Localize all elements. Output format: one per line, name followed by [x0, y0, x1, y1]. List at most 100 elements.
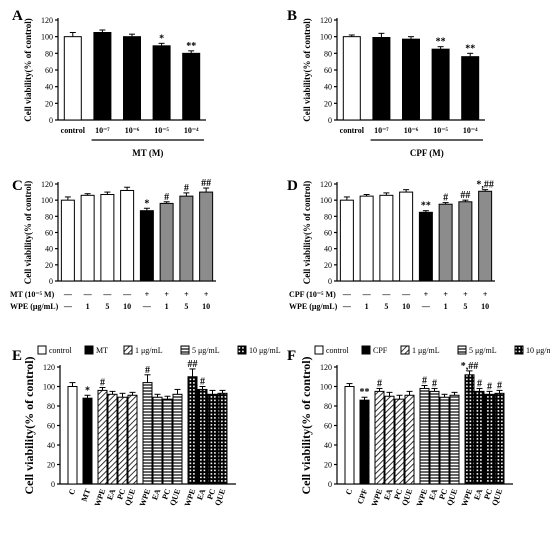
- bar: [344, 386, 355, 485]
- bar: [93, 32, 112, 121]
- y-tick-label: 100: [41, 33, 53, 42]
- significance-mark: #: [100, 377, 105, 388]
- condition-cell: —: [122, 290, 132, 299]
- y-tick-label: 40: [47, 441, 55, 450]
- y-tick-label: 20: [45, 99, 53, 108]
- legend-label: 5 μg/mL: [192, 346, 220, 355]
- x-tick-label: C: [344, 487, 355, 496]
- panel-label: F: [287, 348, 296, 364]
- panel-e: E 0 20 40 60 80 100 120 Cell viability(% of cont…: [12, 345, 281, 508]
- condition-cell: 5: [384, 302, 388, 311]
- legend-swatch: [314, 345, 324, 355]
- bar: [438, 203, 453, 282]
- legend-label: CPF: [373, 346, 388, 355]
- y-tick-label: 0: [49, 277, 53, 286]
- condition-cell: —: [83, 290, 93, 299]
- legend-label: 1 μg/mL: [412, 346, 440, 355]
- x-tick-label: control: [340, 126, 365, 135]
- legend-swatch: [361, 345, 371, 355]
- legend-swatch: [180, 345, 190, 355]
- condition-cell: +: [145, 290, 150, 299]
- y-tick-label: 60: [324, 422, 332, 431]
- legend-swatch: [514, 345, 524, 355]
- bar: [142, 382, 153, 485]
- bar: [404, 394, 415, 485]
- bar: [342, 36, 361, 121]
- condition-cell: +: [424, 290, 429, 299]
- y-tick-label: 60: [45, 229, 53, 238]
- bar: [63, 36, 82, 121]
- x-tick-label: EA: [150, 487, 162, 501]
- y-tick-label: 120: [320, 180, 332, 189]
- bar: [379, 194, 394, 282]
- bar: [100, 194, 115, 282]
- x-tick-label: 10⁻⁷: [374, 126, 389, 135]
- y-tick-label: 20: [324, 99, 332, 108]
- bar: [439, 396, 450, 485]
- bar: [449, 394, 460, 485]
- bar: [474, 390, 485, 485]
- bar: [162, 398, 173, 485]
- y-tick-label: 40: [45, 245, 53, 254]
- y-tick-label: 60: [47, 422, 55, 431]
- x-tick-label: 10⁻⁴: [184, 126, 199, 135]
- significance-mark: **: [421, 201, 431, 212]
- y-tick-label: 120: [41, 180, 53, 189]
- x-tick-label: 10⁻⁶: [404, 126, 419, 135]
- y-tick-label: 60: [324, 66, 332, 75]
- significance-mark: #: [443, 193, 448, 204]
- y-axis-label: Cell viability(% of control): [299, 356, 313, 494]
- bar: [464, 374, 475, 485]
- x-tick-label: 10⁻⁵: [154, 126, 169, 135]
- bar: [80, 194, 95, 282]
- significance-mark: #: [145, 365, 150, 376]
- x-tick-label: EA: [195, 487, 207, 501]
- y-tick-label: 80: [324, 49, 332, 58]
- y-tick-label: 100: [320, 33, 332, 42]
- y-axis-label: Cell viability(% of control): [302, 181, 312, 285]
- legend-label: 10 μg/mL: [526, 346, 550, 355]
- significance-mark: ##: [188, 359, 198, 370]
- significance-mark: #: [164, 192, 169, 203]
- bar: [127, 394, 138, 485]
- condition-cell: —: [342, 302, 352, 311]
- y-tick-label: 40: [324, 441, 332, 450]
- condition-cell: 10: [123, 302, 131, 311]
- condition-row-label: CPF (10⁻⁵ M): [289, 290, 336, 299]
- y-tick-label: 80: [45, 49, 53, 58]
- significance-mark: **: [465, 43, 475, 54]
- panel-c: C 0 20 40 60 80 100 120 Cell viability(% of cont…: [10, 178, 216, 311]
- legend-swatch: [37, 345, 47, 355]
- bar: [431, 48, 450, 121]
- bar: [394, 398, 405, 485]
- significance-mark: #: [432, 378, 437, 389]
- x-axis-label: MT (M): [132, 148, 163, 158]
- bar: [359, 399, 370, 485]
- bar: [484, 393, 495, 485]
- condition-cell: 5: [184, 302, 188, 311]
- y-tick-label: 100: [320, 383, 332, 392]
- bar: [402, 38, 420, 121]
- condition-cell: 10: [402, 302, 410, 311]
- y-tick-label: 120: [320, 16, 332, 25]
- y-tick-label: 120: [320, 363, 332, 372]
- bar: [478, 190, 493, 282]
- bar: [207, 393, 218, 485]
- bar: [82, 397, 93, 485]
- y-tick-label: 0: [328, 116, 332, 125]
- x-tick-label: PC: [392, 487, 404, 500]
- panel-b: B 0 20 40 60 80 100 120 Cell viability(% of cont…: [287, 8, 485, 158]
- bar: [152, 396, 163, 485]
- significance-mark: *,##: [461, 361, 479, 372]
- bar: [199, 191, 214, 282]
- y-tick-label: 60: [45, 66, 53, 75]
- y-tick-label: 80: [324, 212, 332, 221]
- condition-cell: 1: [86, 302, 90, 311]
- condition-cell: 10: [202, 302, 210, 311]
- y-tick-label: 0: [328, 277, 332, 286]
- y-tick-label: 20: [324, 461, 332, 470]
- x-tick-label: PC: [115, 487, 127, 500]
- bar: [172, 393, 183, 485]
- legend-label: control: [49, 346, 72, 355]
